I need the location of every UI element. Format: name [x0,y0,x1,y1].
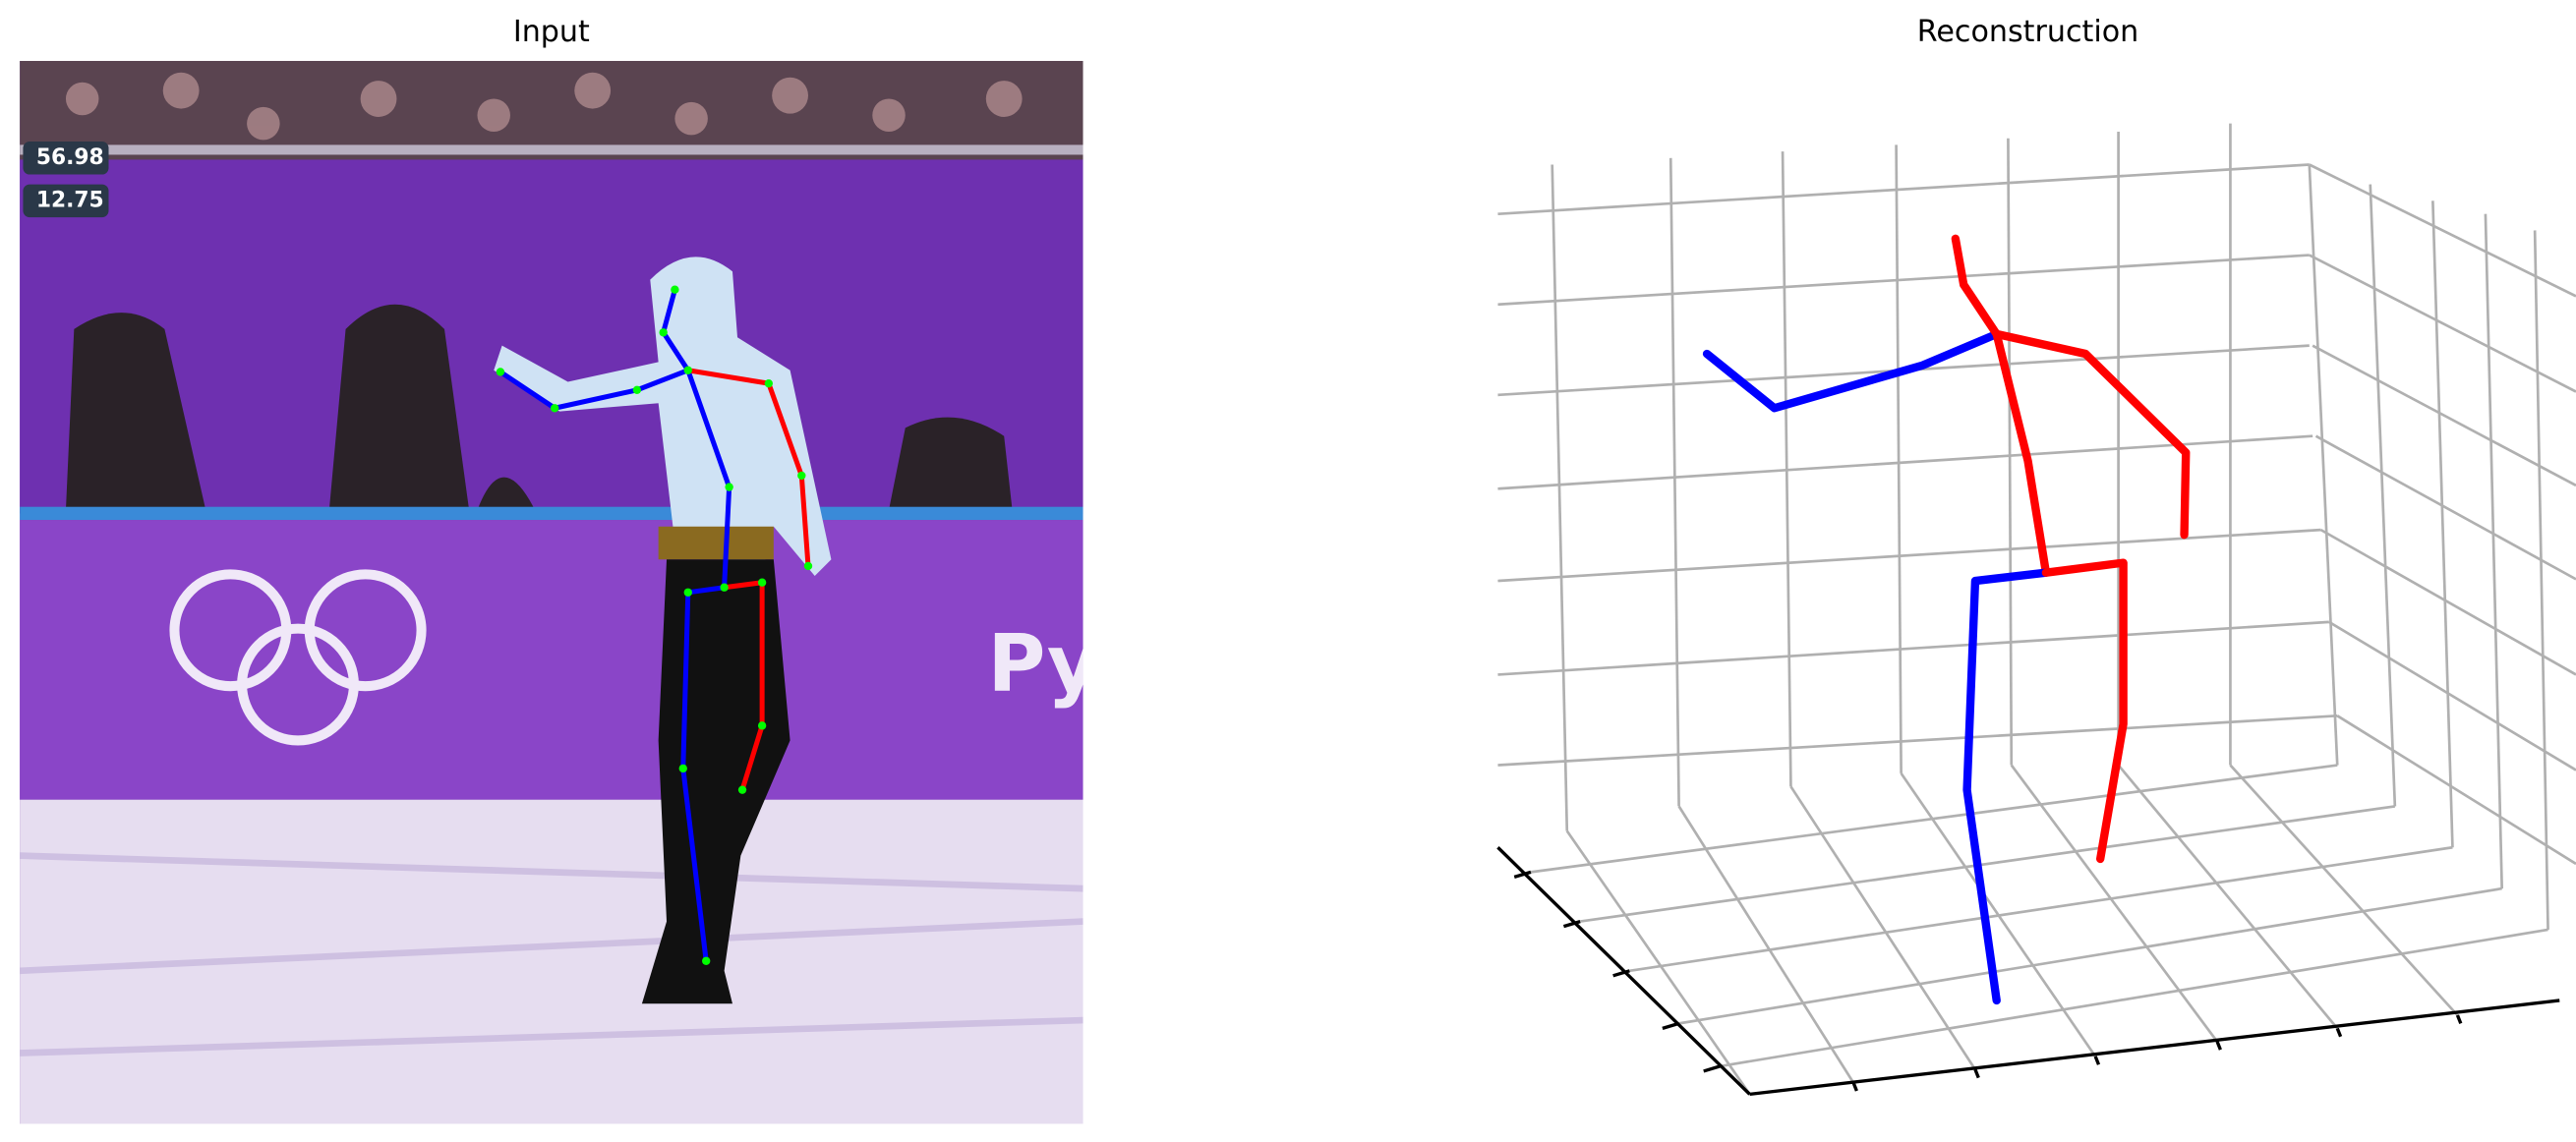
board-text: Py [987,617,1098,710]
axes-3d [1496,846,2560,1097]
input-image: Py 56.98 12.75 [20,61,1098,1124]
skeleton-3d [1702,234,2191,1005]
score: 12.75 [36,188,104,212]
grid-3d [1497,123,2576,1096]
panel-title: Reconstruction [1917,15,2138,49]
panel-title: Input [513,15,590,49]
score: 56.98 [36,145,104,170]
skeleton-2d [496,285,813,965]
